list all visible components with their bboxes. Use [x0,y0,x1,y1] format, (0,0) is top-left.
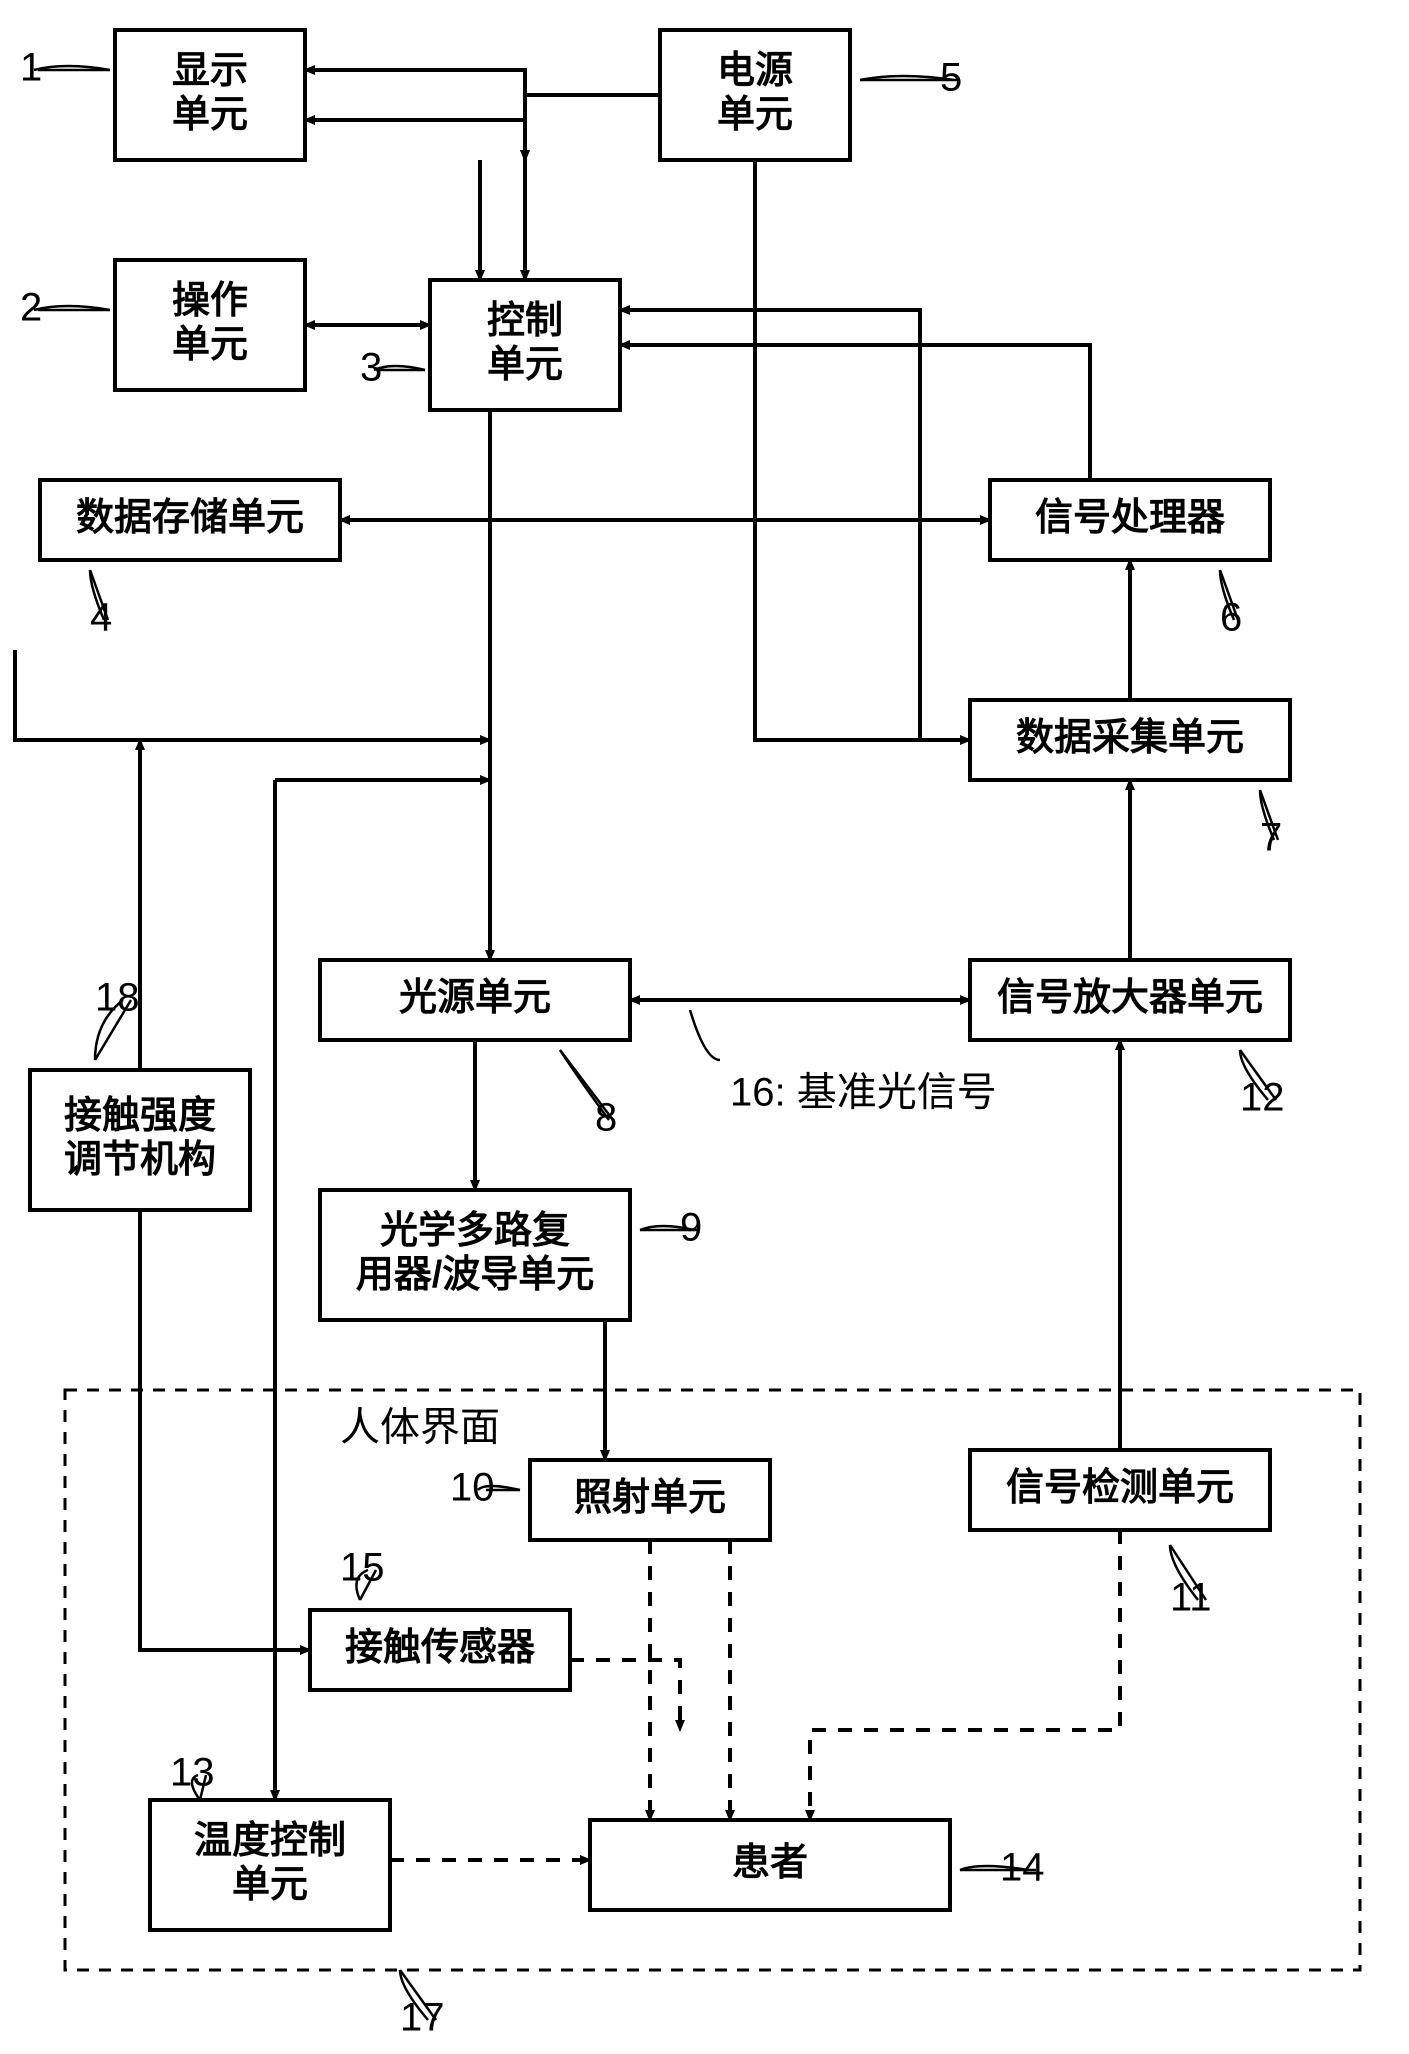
edge-8 [755,160,970,740]
node-label-n9-1: 用器/波导单元 [356,1254,595,1296]
ref-num-14: 14 [1000,1846,1045,1890]
edge-0 [305,70,525,160]
node-label-n8-0: 光源单元 [399,977,551,1019]
edge-25 [810,1530,1120,1820]
node-label-n3-0: 控制 [487,300,563,342]
ref-num-3: 3 [360,346,382,390]
node-label-n3-1: 单元 [487,344,563,386]
ref-num-8: 8 [595,1096,617,1140]
ref-num-17: 17 [400,1996,445,2040]
free-label-1: 人体界面 [340,1406,500,1450]
node-label-n1-0: 显示 [172,50,248,92]
ref-num-11: 11 [1170,1576,1212,1620]
ref-num-13: 13 [170,1751,215,1795]
node-label-n14-0: 患者 [732,1842,808,1884]
ref-num-5: 5 [940,56,962,100]
ref-num-10: 10 [450,1466,495,1510]
node-label-n11-0: 信号检测单元 [1006,1467,1234,1509]
ref-num-7: 7 [1260,816,1282,860]
node-label-n13-1: 单元 [232,1864,308,1906]
ref-num-15: 15 [340,1546,385,1590]
ref-num-9: 9 [680,1206,702,1250]
node-label-n18-1: 调节机构 [64,1139,216,1181]
edge-26 [570,1660,680,1730]
ref-num-12: 12 [1240,1076,1285,1120]
node-label-n15-0: 接触传感器 [345,1627,536,1669]
free-label-0: 16: 基准光信号 [730,1071,997,1115]
ref-num-18: 18 [95,976,140,1020]
ref-num-1: 1 [20,46,42,90]
node-label-n4-0: 数据存储单元 [76,497,304,539]
node-label-n9-0: 光学多路复 [380,1209,570,1252]
ref-num-4: 4 [90,596,112,640]
node-label-n7-0: 数据采集单元 [1016,717,1244,759]
edge-22 [140,1210,310,1650]
edge-2 [525,95,660,160]
node-label-n1-1: 单元 [172,94,248,136]
edge-7 [620,345,1090,480]
node-label-n5-0: 电源 [717,50,793,92]
node-label-n12-0: 信号放大器单元 [997,977,1263,1019]
edge-13 [15,650,490,740]
node-label-n13-0: 温度控制 [194,1820,346,1862]
edge-1 [305,120,525,160]
node-label-n6-0: 信号处理器 [1035,497,1226,539]
edge-9 [620,310,970,740]
node-label-n18-0: 接触强度 [64,1095,216,1137]
ref-num-2: 2 [20,286,42,330]
freelabel-leader-0 [690,1010,720,1060]
ref-num-6: 6 [1220,596,1242,640]
node-label-n2-1: 单元 [172,324,248,366]
node-label-n5-1: 单元 [717,94,793,136]
node-label-n10-0: 照射单元 [574,1477,726,1519]
node-label-n2-0: 操作 [172,280,248,322]
